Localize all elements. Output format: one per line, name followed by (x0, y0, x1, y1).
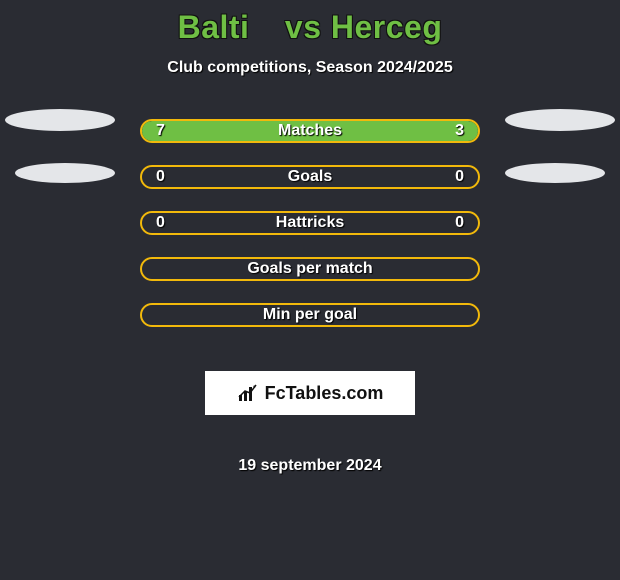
date-label: 19 september 2024 (238, 457, 381, 475)
root-container: Balti vs Herceg Club competitions, Seas… (0, 0, 620, 475)
stat-label: Goals (288, 168, 332, 186)
fctables-logo-text: FcTables.com (265, 383, 384, 404)
stat-row: 0 Hattricks 0 (0, 211, 620, 235)
stat-right-value: 0 (455, 214, 464, 232)
page-title: Balti vs Herceg (178, 8, 443, 49)
stat-left-value: 0 (156, 214, 165, 232)
stat-bar-matches: 7 Matches 3 (140, 119, 480, 143)
stat-row: 7 Matches 3 (0, 119, 620, 143)
fctables-logo-link[interactable]: FcTables.com (205, 371, 415, 415)
chart-icon (237, 383, 259, 403)
stat-label: Min per goal (263, 306, 357, 324)
stat-row: 0 Goals 0 (0, 165, 620, 189)
stat-row: Goals per match (0, 257, 620, 281)
stat-label: Goals per match (247, 260, 372, 278)
stat-bar-min-per-goal: Min per goal (140, 303, 480, 327)
page-subtitle: Club competitions, Season 2024/2025 (167, 59, 452, 77)
stats-section: 7 Matches 3 0 Goals 0 0 Hattricks 0 (0, 119, 620, 475)
stat-left-value: 7 (156, 122, 165, 140)
stat-bar-goals-per-match: Goals per match (140, 257, 480, 281)
stat-right-value: 0 (455, 168, 464, 186)
stat-left-value: 0 (156, 168, 165, 186)
stat-label: Hattricks (276, 214, 344, 232)
stat-right-value: 3 (455, 122, 464, 140)
stat-bar-goals: 0 Goals 0 (140, 165, 480, 189)
stat-label: Matches (278, 122, 342, 140)
stat-bar-hattricks: 0 Hattricks 0 (140, 211, 480, 235)
stat-row: Min per goal (0, 303, 620, 327)
